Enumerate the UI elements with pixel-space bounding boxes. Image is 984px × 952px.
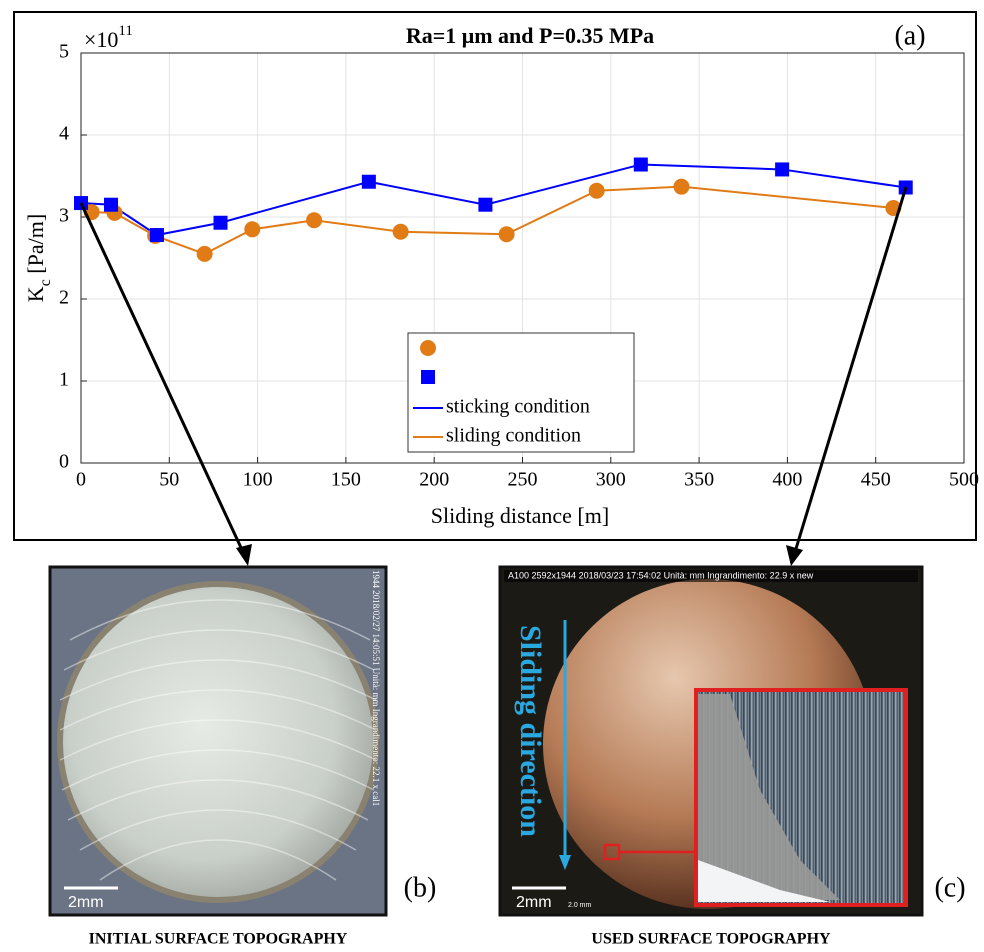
arrow-head (236, 544, 252, 566)
x-tick-label: 500 (949, 469, 979, 491)
x-axis-label: Sliding distance [m] (431, 503, 609, 528)
x-tick-label: 450 (861, 469, 891, 491)
panel-label: (c) (934, 872, 965, 903)
marker-square (361, 174, 376, 189)
marker-circle (392, 223, 409, 240)
x-tick-label: 250 (508, 469, 538, 491)
wear-debris (698, 694, 840, 900)
machining-marks (59, 599, 377, 881)
x-tick-label: 400 (772, 469, 802, 491)
marker-circle (306, 212, 323, 229)
marker-circle (588, 182, 605, 199)
y-tick-label: 2 (59, 287, 69, 309)
chart-title: Ra=1 μm and P=0.35 MPa (406, 23, 654, 48)
marker-square (478, 197, 493, 212)
y-label-main: K (23, 286, 48, 302)
y-label-sub: c (37, 279, 54, 286)
caption: USED SURFACE TOPOGRAPHY (591, 931, 831, 948)
marker-square (149, 228, 164, 243)
y-tick-label: 1 (59, 369, 69, 391)
x-tick-label: 150 (331, 469, 361, 491)
x-tick-label: 50 (159, 469, 179, 491)
y-multiplier-exp: 11 (118, 23, 132, 39)
arrow (793, 186, 908, 553)
y-multiplier-base: ×10 (84, 27, 118, 52)
y-tick-label: 0 (59, 451, 69, 473)
legend: sticking condition sliding condition (413, 340, 590, 447)
arrow-head (786, 545, 803, 566)
photo-c: A100 2592x1944 2018/03/23 17:54:02 Unità… (498, 565, 924, 917)
marker-circle (498, 226, 515, 243)
scale-text: 2mm (68, 894, 104, 911)
specimen (57, 581, 379, 903)
y-multiplier: ×1011 (84, 23, 133, 52)
legend-label: sticking condition (446, 396, 590, 418)
direction-text: Sliding direction (514, 625, 547, 837)
marker-circle (244, 221, 261, 238)
photo-overlay: 1944 2018/02/27 14:05:51 Unità: mm Ingra… (371, 570, 381, 806)
legend-box (407, 332, 635, 453)
scale-text: 2mm (516, 894, 552, 911)
direction-arrow-head (559, 855, 571, 870)
photo-overlay: A100 2592x1944 2018/03/23 17:54:02 Unità… (508, 570, 814, 580)
scale-text-small: 2.0 mm (568, 902, 592, 909)
x-tick-label: 350 (684, 469, 714, 491)
caption: INITIAL SURFACE TOPOGRAPHY (89, 931, 348, 948)
x-tick-label: 100 (243, 469, 273, 491)
y-axis-label: Kc [Pa/m] (23, 214, 54, 302)
marker-square (104, 197, 119, 212)
photo-b: 1944 2018/02/27 14:05:51 Unità: mm Ingra… (48, 565, 388, 917)
marker-square (633, 157, 648, 172)
legend-label: sliding condition (446, 425, 581, 447)
marker-square (421, 370, 435, 384)
axes-box (80, 52, 965, 464)
y-tick-label: 4 (59, 123, 69, 145)
overlay-band (504, 570, 918, 582)
x-tick-label: 300 (596, 469, 626, 491)
arrow (79, 202, 245, 553)
panel-label: (b) (404, 872, 437, 903)
inset-background (698, 860, 830, 902)
y-tick-label: 5 (59, 41, 69, 63)
y-label-unit: [Pa/m] (23, 214, 48, 279)
marker-square (213, 215, 228, 230)
y-tick-label: 3 (59, 205, 69, 227)
x-tick-label: 200 (419, 469, 449, 491)
x-tick-label: 0 (76, 469, 86, 491)
marker-square (775, 162, 790, 177)
marker-circle (673, 178, 690, 195)
panel-label: (a) (894, 20, 925, 51)
marker-circle (196, 245, 213, 262)
marker-circle (420, 340, 436, 356)
